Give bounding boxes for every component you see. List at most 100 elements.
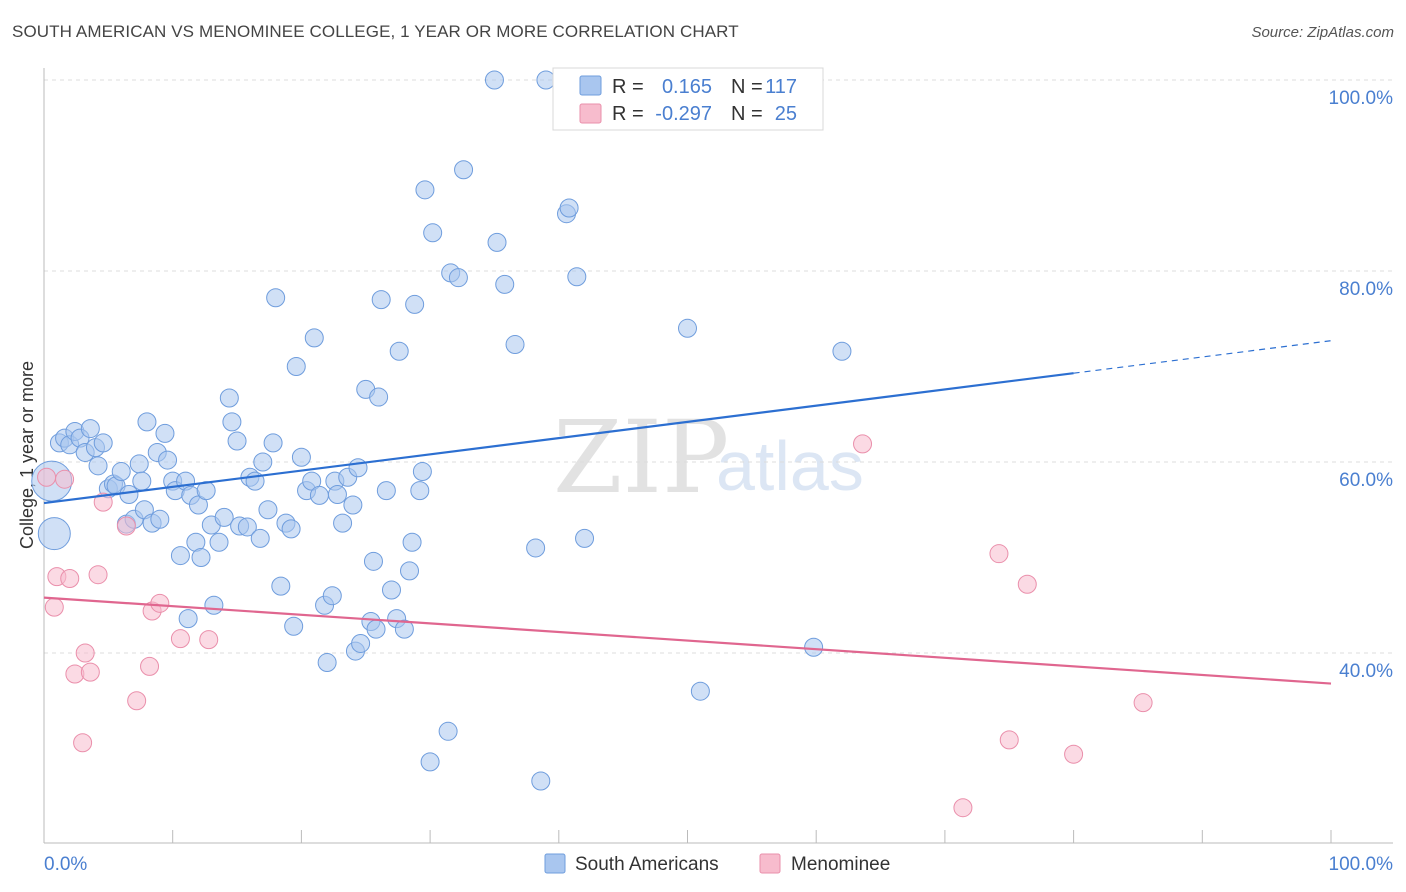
series-legend-label-menominee[interactable]: Menominee: [791, 854, 890, 875]
menominee-point: [80, 662, 100, 682]
menominee-point: [60, 569, 80, 589]
menominee-point: [150, 593, 170, 613]
south-americans-point: [526, 538, 546, 558]
trend-line-menominee: [43, 596, 1332, 685]
menominee-point: [75, 643, 95, 663]
legend-n-label-south-americans: N =: [731, 76, 763, 98]
south-americans-point: [366, 619, 386, 639]
south-americans-point: [423, 223, 443, 243]
trend-line-south-americans-extension: [1073, 340, 1332, 374]
watermark-zip: ZIP: [553, 399, 729, 516]
watermark-atlas: atlas: [716, 427, 864, 505]
legend-n-label-menominee: N =: [731, 103, 763, 125]
x-axis-ticks: [43, 830, 1332, 843]
legend-swatch-menominee: [579, 103, 602, 124]
x-tick-label-min: 0.0%: [44, 854, 87, 875]
correlation-legend: R = 0.165 N = 117 R = -0.297 N = 25: [552, 67, 824, 131]
y-tick-label-40: 40.0%: [1339, 661, 1393, 682]
series-legend-swatch-menominee[interactable]: [759, 853, 781, 874]
menominee-point: [999, 730, 1019, 750]
south-americans-point: [505, 335, 525, 355]
south-americans-point: [678, 318, 697, 338]
chart-title: SOUTH AMERICAN VS MENOMINEE COLLEGE, 1 Y…: [12, 22, 739, 41]
south-americans-point: [400, 561, 420, 581]
trend-line-south-americans: [43, 372, 1074, 505]
south-americans-point: [415, 180, 435, 200]
y-tick-labels: 40.0% 60.0% 80.0% 100.0%: [1329, 88, 1394, 682]
south-americans-point: [412, 462, 432, 482]
south-americans-point: [333, 513, 353, 533]
legend-r-value-menominee: -0.297: [655, 103, 712, 125]
y-tick-label-80: 80.0%: [1339, 279, 1393, 300]
series-legend-label-south-americans[interactable]: South Americans: [575, 854, 719, 875]
south-americans-point: [191, 548, 211, 567]
menominee-point: [170, 629, 190, 649]
south-americans-point: [394, 619, 414, 639]
series-legend: South Americans Menominee: [544, 853, 890, 875]
y-axis-title: College, 1 year or more: [17, 361, 37, 549]
south-americans-point: [348, 458, 368, 478]
south-americans-point: [322, 586, 342, 606]
south-americans-point: [804, 637, 824, 657]
south-americans-point: [402, 532, 422, 552]
south-americans-point: [389, 341, 409, 361]
south-americans-point: [80, 419, 100, 439]
south-americans-point: [531, 771, 551, 791]
menominee-point: [853, 434, 873, 454]
y-tick-label-60: 60.0%: [1339, 470, 1393, 491]
south-americans-point: [304, 328, 324, 348]
south-americans-point: [137, 412, 157, 432]
south-americans-point: [454, 160, 474, 180]
south-americans-point: [111, 462, 131, 482]
menominee-point: [116, 516, 136, 536]
south-americans-point: [281, 519, 301, 539]
south-americans-point: [381, 580, 401, 600]
gridlines: [44, 79, 1393, 654]
menominee-point: [1017, 574, 1037, 594]
south-americans-point: [484, 70, 504, 90]
menominee-point: [73, 733, 93, 753]
south-americans-point: [363, 551, 383, 571]
south-americans-point: [271, 576, 291, 596]
south-americans-point: [495, 274, 515, 294]
south-americans-point: [369, 387, 389, 407]
south-americans-point: [284, 616, 304, 636]
south-americans-point: [155, 423, 175, 443]
legend-r-label-south-americans: R =: [612, 76, 644, 98]
south-americans-point: [93, 433, 113, 453]
south-americans-point: [690, 681, 710, 701]
menominee-point: [55, 469, 75, 489]
legend-n-value-south-americans: 117: [765, 76, 797, 98]
south-americans-point: [170, 546, 190, 566]
south-americans-point: [119, 484, 139, 504]
watermark: ZIP atlas: [553, 399, 864, 516]
south-americans-point: [219, 388, 239, 408]
south-americans-point: [37, 517, 71, 551]
legend-swatch-south-americans: [579, 75, 602, 96]
south-americans-point: [129, 454, 149, 474]
series-south-americans-points: [31, 70, 852, 791]
x-tick-label-max: 100.0%: [1329, 854, 1394, 875]
south-americans-point: [343, 495, 363, 515]
menominee-point: [1133, 693, 1153, 713]
south-americans-point: [204, 595, 224, 615]
south-americans-point: [351, 633, 371, 653]
south-americans-point: [258, 500, 278, 520]
legend-r-value-south-americans: 0.165: [662, 76, 712, 98]
south-americans-point: [286, 357, 306, 376]
series-legend-swatch-south-americans[interactable]: [544, 853, 566, 874]
trend-lines: [43, 340, 1332, 685]
south-americans-point: [371, 290, 391, 310]
south-americans-point: [227, 431, 247, 451]
south-americans-point: [448, 268, 468, 288]
menominee-point: [127, 691, 147, 711]
menominee-point: [199, 630, 219, 650]
menominee-point: [88, 565, 108, 585]
south-americans-point: [132, 471, 152, 491]
south-americans-point: [263, 433, 283, 453]
south-americans-point: [309, 485, 329, 505]
south-americans-point: [253, 452, 273, 472]
series-menominee-points: [37, 434, 1153, 818]
menominee-point: [44, 597, 64, 617]
